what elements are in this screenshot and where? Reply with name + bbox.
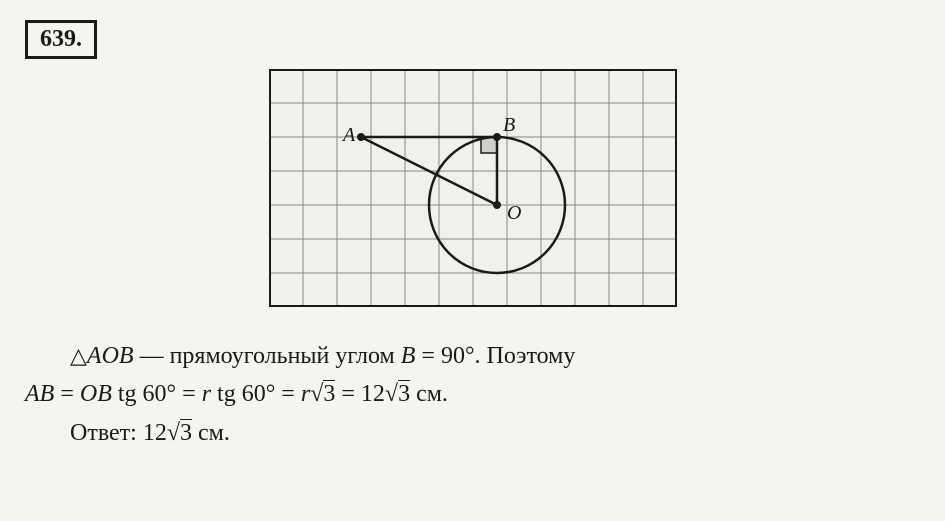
triangle-name: AOB	[87, 343, 134, 369]
sqrt-expr: √3	[167, 419, 192, 446]
answer-label: Ответ:	[70, 420, 143, 446]
segment-ab: AB	[25, 381, 54, 407]
text-segment: = 12	[335, 381, 385, 407]
sqrt-radicand: 3	[323, 380, 335, 407]
diagram-svg: A B O	[269, 69, 677, 307]
radius-r: r	[202, 381, 211, 407]
problem-number: 639.	[25, 20, 97, 59]
segment-ob: OB	[80, 381, 112, 407]
solution-line-1: △AOB — прямоугольный углом B = 90°. Поэт…	[25, 337, 920, 375]
tg-expr: tg 60° =	[112, 381, 202, 407]
tg-expr: tg 60° =	[211, 381, 301, 407]
sqrt-radicand: 3	[398, 380, 410, 407]
answer-value: 12	[143, 420, 167, 446]
svg-text:O: O	[507, 202, 521, 224]
text-segment: = 90°. Поэтому	[415, 343, 575, 369]
sqrt-expr: √3	[310, 380, 335, 407]
answer-line: Ответ: 12√3 см.	[25, 414, 920, 452]
solution-text: △AOB — прямоугольный углом B = 90°. Поэт…	[25, 337, 920, 452]
radius-r: r	[301, 381, 310, 407]
angle-vertex: B	[401, 343, 416, 369]
svg-text:B: B	[503, 114, 515, 136]
sqrt-expr: √3	[385, 380, 410, 407]
geometry-diagram: A B O	[269, 69, 677, 312]
sqrt-radicand: 3	[180, 419, 192, 446]
triangle-symbol: △	[70, 343, 87, 368]
equals: =	[54, 381, 80, 407]
svg-text:A: A	[341, 124, 356, 146]
solution-line-2: AB = OB tg 60° = r tg 60° = r√3 = 12√3 с…	[25, 375, 920, 413]
text-segment: — прямоугольный углом	[134, 343, 401, 369]
unit-text: см.	[410, 381, 448, 407]
diagram-container: A B O	[25, 69, 920, 312]
answer-unit: см.	[192, 420, 230, 446]
